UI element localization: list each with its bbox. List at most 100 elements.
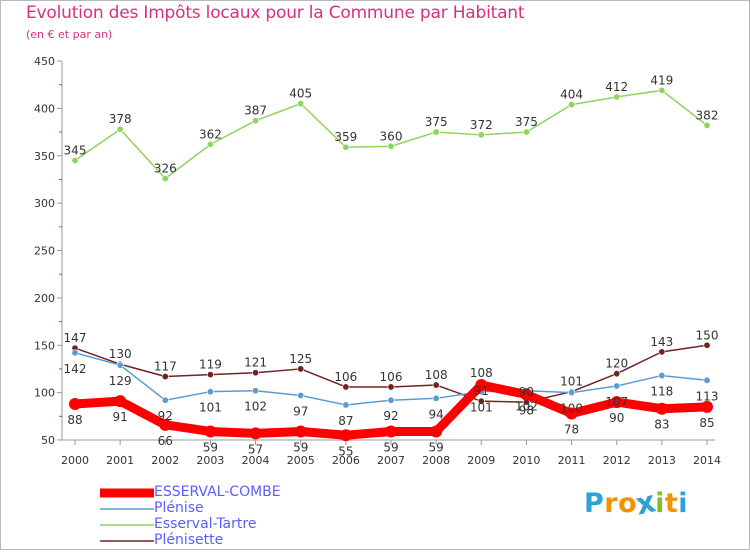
data-point-esserval-tartre [432,128,440,136]
x-tick-label: 2009 [467,454,495,467]
data-point-esserval-combe [430,425,443,438]
data-label-plenise: 113 [696,389,719,403]
legend-item-esserval-combe[interactable] [100,485,154,501]
data-label-esserval-tartre: 375 [425,115,448,129]
legend-label-plenisette: Plénisette [154,532,224,548]
data-point-esserval-combe [69,397,81,410]
data-label-plenisette: 91 [474,384,489,398]
data-point-plenise [387,396,395,404]
x-tick-label: 2005 [287,454,315,467]
data-label-esserval-tartre: 362 [199,127,222,141]
data-label-plenisette: 150 [696,328,719,342]
x-tick-label: 2007 [377,454,405,467]
data-point-esserval-tartre [342,143,350,151]
data-label-plenisette: 101 [560,375,583,389]
legend-swatch-plenisette [100,540,154,542]
data-point-esserval-combe [565,407,578,420]
legend-label-esserval-tartre: Esserval-Tartre [154,516,257,532]
data-label-plenise: 129 [109,374,132,388]
data-point-plenise [568,389,576,397]
x-tick-label: 2003 [196,454,224,467]
data-point-plenise [71,349,79,357]
data-label-esserval-combe: 66 [158,434,173,448]
data-point-plenisette [297,365,305,373]
chart-subtitle: (en € et par an) [26,28,113,41]
data-point-esserval-tartre [161,174,169,182]
data-label-plenisette: 106 [380,370,403,384]
legend-swatch-esserval-combe [100,488,154,498]
data-point-esserval-tartre [568,101,576,109]
data-point-plenisette [252,369,260,377]
chart-title: Evolution des Impôts locaux pour la Comm… [26,3,525,23]
data-label-esserval-combe: 91 [113,410,128,424]
x-tick-label: 2010 [512,454,540,467]
data-point-plenisette [658,348,666,356]
logo-letter: i [678,488,689,519]
data-label-plenise: 102 [244,400,267,414]
data-point-esserval-combe [701,400,713,413]
data-label-esserval-tartre: 387 [244,104,267,118]
data-label-esserval-tartre: 404 [560,88,583,102]
x-tick-label: 2008 [422,454,450,467]
data-label-plenisette: 143 [650,335,673,349]
data-label-esserval-tartre: 412 [605,80,628,94]
data-label-esserval-tartre: 326 [154,161,177,175]
x-tick-label: 2001 [106,454,134,467]
x-tick-label: 2011 [558,454,586,467]
legend-item-plenisette[interactable] [100,533,154,549]
legend-swatch-esserval-tartre [100,524,154,526]
data-point-plenise [116,361,124,369]
data-point-esserval-tartre [387,142,395,150]
data-point-plenisette [477,397,485,405]
data-label-plenisette: 130 [109,347,132,361]
data-point-esserval-tartre [613,93,621,101]
data-label-plenisette: 108 [425,368,448,382]
data-point-esserval-combe [114,395,127,408]
data-point-plenise [432,394,440,402]
data-point-esserval-combe [339,429,352,442]
data-label-esserval-tartre: 419 [650,73,673,87]
proxiti-logo: Proxiti [584,485,689,522]
data-label-esserval-combe: 59 [293,440,308,454]
data-point-esserval-tartre [522,128,530,136]
data-label-plenisette: 125 [289,352,312,366]
data-point-esserval-combe [610,396,623,409]
data-point-esserval-tartre [703,121,711,129]
data-label-plenisette: 90 [519,385,534,399]
logo-letter: o [618,488,638,519]
data-labels: 345 378 326 362 387 405 359 360 375 372 375 404 412 4… [64,73,719,458]
data-label-esserval-combe: 59 [383,440,398,454]
data-label-plenise: 92 [158,409,173,423]
data-point-plenisette [342,383,350,391]
y-tick-label: 400 [34,102,55,115]
x-tick-label: 2004 [242,454,270,467]
data-label-esserval-tartre: 372 [470,118,493,132]
data-label-plenisette: 119 [199,358,222,372]
data-point-plenisette [703,341,711,349]
x-tick-label: 2012 [603,454,631,467]
legend-item-esserval-tartre[interactable] [100,517,154,533]
data-point-plenisette [161,373,169,381]
data-label-esserval-combe: 55 [338,444,353,458]
data-label-plenise: 87 [338,414,353,428]
x-tick-label: 2002 [151,454,179,467]
legend-swatch-plenise [100,508,154,510]
y-tick-label: 250 [34,245,55,258]
y-tick-label: 350 [34,150,55,163]
data-point-esserval-tartre [297,100,305,108]
data-label-plenise: 101 [470,401,493,415]
data-label-esserval-tartre: 378 [109,112,132,126]
data-label-esserval-combe: 59 [203,440,218,454]
y-tick-label: 300 [34,197,55,210]
data-label-esserval-tartre: 345 [64,143,87,157]
legend-item-plenise[interactable] [100,501,154,517]
data-point-esserval-combe [520,388,533,401]
data-label-esserval-tartre: 360 [380,129,403,143]
x-tick-label: 2013 [648,454,676,467]
y-tick-label: 150 [34,339,55,352]
data-point-plenisette [613,370,621,378]
data-point-plenise [658,372,666,380]
data-label-plenise: 118 [650,385,673,399]
